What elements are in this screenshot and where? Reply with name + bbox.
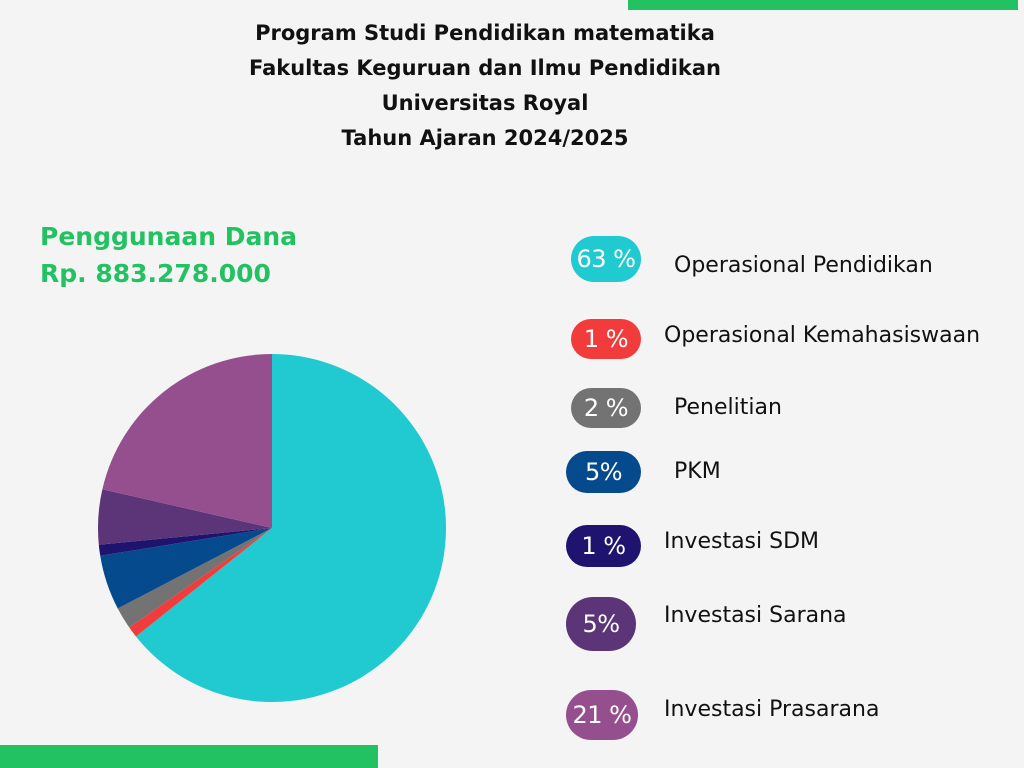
legend-label-pkm: PKM [674,459,721,484]
fund-summary: Penggunaan Dana Rp. 883.278.000 [40,218,297,292]
title-line-4: Tahun Ajaran 2024/2025 [341,126,629,150]
legend-pill-operasional-kemahasiswaan: 1 % [571,319,641,359]
pie-slice-penelitian [117,528,272,628]
bottom-accent-bar [0,745,378,768]
pie-slice-investasi-sarana [97,489,272,545]
legend-pill-pkm: 5% [566,451,641,493]
fund-label: Penggunaan Dana [40,222,297,251]
pie-slice-operasional-kemahasiswaan [129,528,272,637]
pie-slice-investasi-prasarana [102,354,272,528]
fund-amount: Rp. 883.278.000 [40,259,271,288]
legend-pill-investasi-sdm: 1 % [566,525,641,567]
title-line-2: Fakultas Keguruan dan Ilmu Pendidikan [248,56,722,80]
legend-label-penelitian: Penelitian [674,395,782,420]
page-title: Program Studi Pendidikan matematika Faku… [150,16,820,156]
title-line-3: Universitas Royal [381,91,589,115]
top-accent-bar [628,0,1018,10]
legend-pill-investasi-prasarana: 21 % [566,690,638,740]
legend-pill-penelitian: 2 % [571,388,641,428]
pie-slice-pkm [100,528,272,609]
pie-slice-investasi-sdm [98,528,272,556]
legend-label-operasional-pendidikan: Operasional Pendidikan [674,253,933,278]
legend-pill-investasi-sarana: 5% [566,597,636,651]
legend-label-investasi-prasarana: Investasi Prasarana [664,697,880,722]
legend-label-investasi-sdm: Investasi SDM [664,529,820,554]
legend-label-operasional-kemahasiswaan: Operasional Kemahasiswaan [664,323,981,348]
legend-pill-operasional-pendidikan: 63 % [571,236,641,282]
legend-label-investasi-sarana: Investasi Sarana [664,603,847,628]
pie-slice-operasional-pendidikan [135,354,447,702]
title-line-1: Program Studi Pendidikan matematika [255,21,715,45]
